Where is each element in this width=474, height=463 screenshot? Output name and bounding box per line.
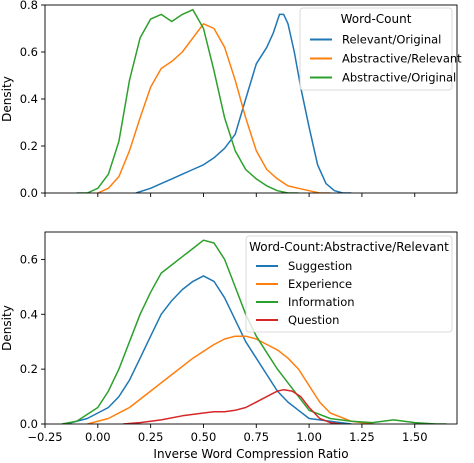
- y-tick-label: 0.2: [20, 362, 38, 376]
- y-axis-label: Density: [0, 76, 14, 122]
- legend: Word-Count Relevant/Original Abstractive/R…: [299, 7, 462, 91]
- axes-frame: [44, 231, 458, 425]
- y-tick-label: 0.8: [20, 0, 38, 12]
- legend-entry: Relevant/Original: [342, 33, 441, 47]
- legend-entry: Information: [288, 295, 355, 309]
- legend-entry: Question: [288, 313, 339, 327]
- chart-panel-1: 0.0 0.2 0.4 0.6 0.8 Density Word-Count Relevant…: [0, 0, 462, 200]
- legend-entry: Abstractive/Relevant: [342, 52, 462, 66]
- legend-box: [299, 7, 453, 91]
- series-line-relevant-original: [135, 13, 352, 193]
- y-tick-label: 0.0: [20, 417, 38, 431]
- series-line-information: [61, 239, 447, 424]
- series-line-question: [123, 388, 341, 424]
- x-tick-label: 1.00: [296, 430, 322, 444]
- legend-title: Word-Count: [341, 12, 412, 26]
- y-tick-label: 0.2: [20, 139, 38, 153]
- y-tick-label: 0.6: [20, 252, 38, 266]
- x-tick-label: 0.50: [191, 430, 217, 444]
- y-tick-label: 0.6: [20, 45, 38, 59]
- y-tick-label: 0.4: [20, 92, 38, 106]
- series-line-abstractive-relevant: [97, 23, 331, 193]
- series-line-experience: [87, 335, 373, 424]
- series-line-abstractive-original: [76, 8, 299, 193]
- y-tick-label: 0.4: [20, 307, 38, 321]
- x-tick-label: 1.25: [349, 430, 375, 444]
- x-axis-label: Inverse Word Compression Ratio: [153, 447, 348, 461]
- y-axis-label: Density: [0, 305, 14, 351]
- x-tick-label: 1.50: [402, 430, 428, 444]
- legend-entry: Abstractive/Original: [342, 71, 456, 85]
- legend-entry: Experience: [288, 277, 352, 291]
- x-tick-label: 0.25: [138, 430, 164, 444]
- chart-panel-2: 0.0 0.2 0.4 0.6 Density −0.25 0.00 0.25 0.50 0.75…: [0, 231, 458, 461]
- x-tick-label: 0.00: [85, 430, 111, 444]
- legend-title: Word-Count:Abstractive/Relevant: [249, 240, 449, 254]
- legend-entry: Suggestion: [288, 259, 352, 273]
- x-tick-label: −0.25: [27, 430, 62, 444]
- x-tick-label: 0.75: [243, 430, 269, 444]
- legend: Word-Count:Abstractive/Relevant Suggestio…: [245, 235, 453, 333]
- y-tick-label: 0.0: [20, 186, 38, 200]
- series-line-suggestion: [65, 275, 352, 424]
- legend-box: [245, 235, 453, 333]
